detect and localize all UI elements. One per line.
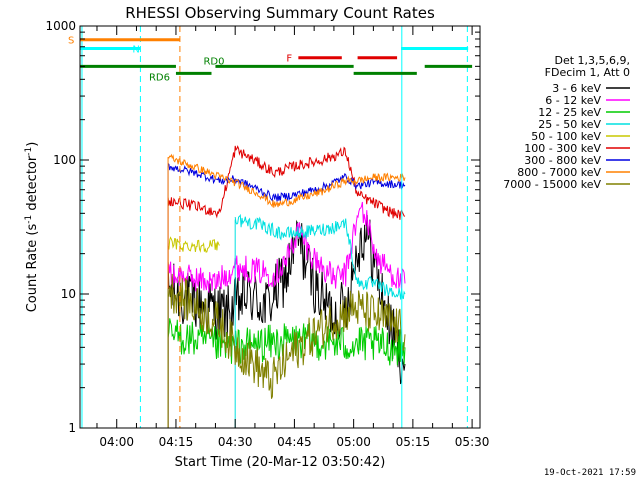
legend-entry-label: 300 - 800 keV <box>524 154 601 167</box>
y-axis-label: Count Rate (s-1 detector-1) <box>24 142 40 313</box>
legend-title-line: Det 1,3,5,6,9, <box>554 54 630 67</box>
series-line-8 <box>167 273 406 399</box>
legend-entry-label: 7000 - 15000 keV <box>503 178 601 191</box>
x-tick-label: 05:15 <box>396 435 431 449</box>
y-tick-label: 10 <box>61 287 76 301</box>
x-tick-label: 05:00 <box>336 435 371 449</box>
legend-entry-label: 25 - 50 keV <box>538 118 601 131</box>
y-tick-label: 1 <box>68 421 76 435</box>
x-tick-label: 05:30 <box>455 435 490 449</box>
series-line-1 <box>167 201 406 293</box>
x-axis-label: Start Time (20-Mar-12 03:50:42) <box>175 455 386 470</box>
chart-title: RHESSI Observing Summary Count Rates <box>125 4 435 22</box>
status-label: RD0 <box>203 56 224 67</box>
y-tick-label: 100 <box>53 153 76 167</box>
legend-entry-label: 6 - 12 keV <box>545 94 601 107</box>
legend-entry-label: 50 - 100 keV <box>531 130 601 143</box>
x-tick-label: 04:00 <box>99 435 134 449</box>
series-line-7 <box>167 153 406 208</box>
x-tick-label: 04:15 <box>159 435 194 449</box>
legend-entry-label: 3 - 6 keV <box>552 82 601 95</box>
status-label: RD6 <box>149 72 170 83</box>
series-line-4 <box>167 236 220 253</box>
y-axis-label-part: -1 <box>24 147 34 156</box>
attenuator-label: N <box>132 44 139 55</box>
y-tick-label: 1000 <box>45 19 76 33</box>
footer-date: 19-Oct-2021 17:59 <box>544 468 636 478</box>
series-line-6 <box>167 163 406 202</box>
flare-flag-label: F <box>286 54 292 65</box>
plot-frame <box>79 25 481 429</box>
y-axis-label-part: ) <box>25 142 40 147</box>
y-axis-label-part: Count Rate (s <box>25 224 40 313</box>
y-axis-label-part: -1 <box>24 215 34 224</box>
legend-title-line: FDecim 1, Att 0 <box>545 66 630 79</box>
series-line-5 <box>167 145 406 220</box>
series-line-3 <box>234 213 406 300</box>
x-tick-label: 04:45 <box>277 435 312 449</box>
y-axis-label-part: detector <box>25 155 40 215</box>
attenuator-label: S <box>68 36 74 47</box>
x-tick-label: 04:30 <box>218 435 253 449</box>
legend-entry-label: 12 - 25 keV <box>538 106 601 119</box>
legend-entry-label: 800 - 7000 keV <box>517 166 601 179</box>
legend-entry-label: 100 - 300 keV <box>524 142 601 155</box>
